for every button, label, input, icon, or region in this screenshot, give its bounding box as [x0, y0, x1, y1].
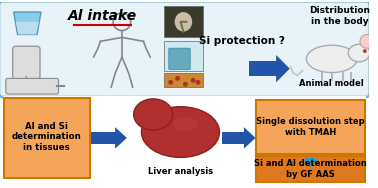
- FancyBboxPatch shape: [6, 78, 59, 94]
- Polygon shape: [244, 127, 256, 149]
- Ellipse shape: [173, 118, 198, 131]
- Circle shape: [191, 78, 195, 83]
- FancyBboxPatch shape: [164, 73, 203, 87]
- Polygon shape: [301, 159, 319, 167]
- Polygon shape: [15, 22, 39, 34]
- Polygon shape: [14, 12, 41, 34]
- Ellipse shape: [134, 99, 173, 130]
- Text: Si and Al determination
by GF AAS: Si and Al determination by GF AAS: [254, 159, 367, 179]
- Circle shape: [175, 76, 180, 81]
- Text: Al and Si
determination
in tissues: Al and Si determination in tissues: [12, 122, 82, 152]
- FancyBboxPatch shape: [164, 6, 203, 37]
- Ellipse shape: [306, 45, 357, 73]
- FancyBboxPatch shape: [305, 158, 315, 164]
- Polygon shape: [276, 55, 290, 82]
- Circle shape: [360, 34, 373, 48]
- FancyBboxPatch shape: [164, 41, 203, 70]
- Text: Distribution
in the body: Distribution in the body: [309, 6, 370, 26]
- FancyBboxPatch shape: [249, 61, 278, 77]
- Circle shape: [168, 80, 173, 85]
- Text: Single dissolution step
with TMAH: Single dissolution step with TMAH: [256, 118, 364, 137]
- FancyBboxPatch shape: [0, 1, 370, 97]
- Polygon shape: [115, 127, 127, 149]
- FancyBboxPatch shape: [91, 132, 117, 144]
- Ellipse shape: [175, 12, 192, 32]
- FancyBboxPatch shape: [256, 100, 365, 155]
- Text: Animal model: Animal model: [299, 79, 364, 88]
- Circle shape: [363, 49, 367, 53]
- Ellipse shape: [348, 44, 370, 62]
- Circle shape: [195, 80, 200, 85]
- FancyBboxPatch shape: [13, 46, 40, 79]
- Text: Al intake: Al intake: [68, 9, 137, 23]
- FancyBboxPatch shape: [4, 98, 90, 178]
- Text: Liver analysis: Liver analysis: [148, 167, 213, 176]
- FancyBboxPatch shape: [256, 156, 365, 182]
- Ellipse shape: [141, 107, 220, 157]
- FancyBboxPatch shape: [222, 132, 246, 144]
- Text: Si protection ?: Si protection ?: [199, 36, 285, 46]
- Circle shape: [183, 82, 188, 87]
- FancyBboxPatch shape: [3, 96, 366, 183]
- FancyBboxPatch shape: [169, 48, 190, 70]
